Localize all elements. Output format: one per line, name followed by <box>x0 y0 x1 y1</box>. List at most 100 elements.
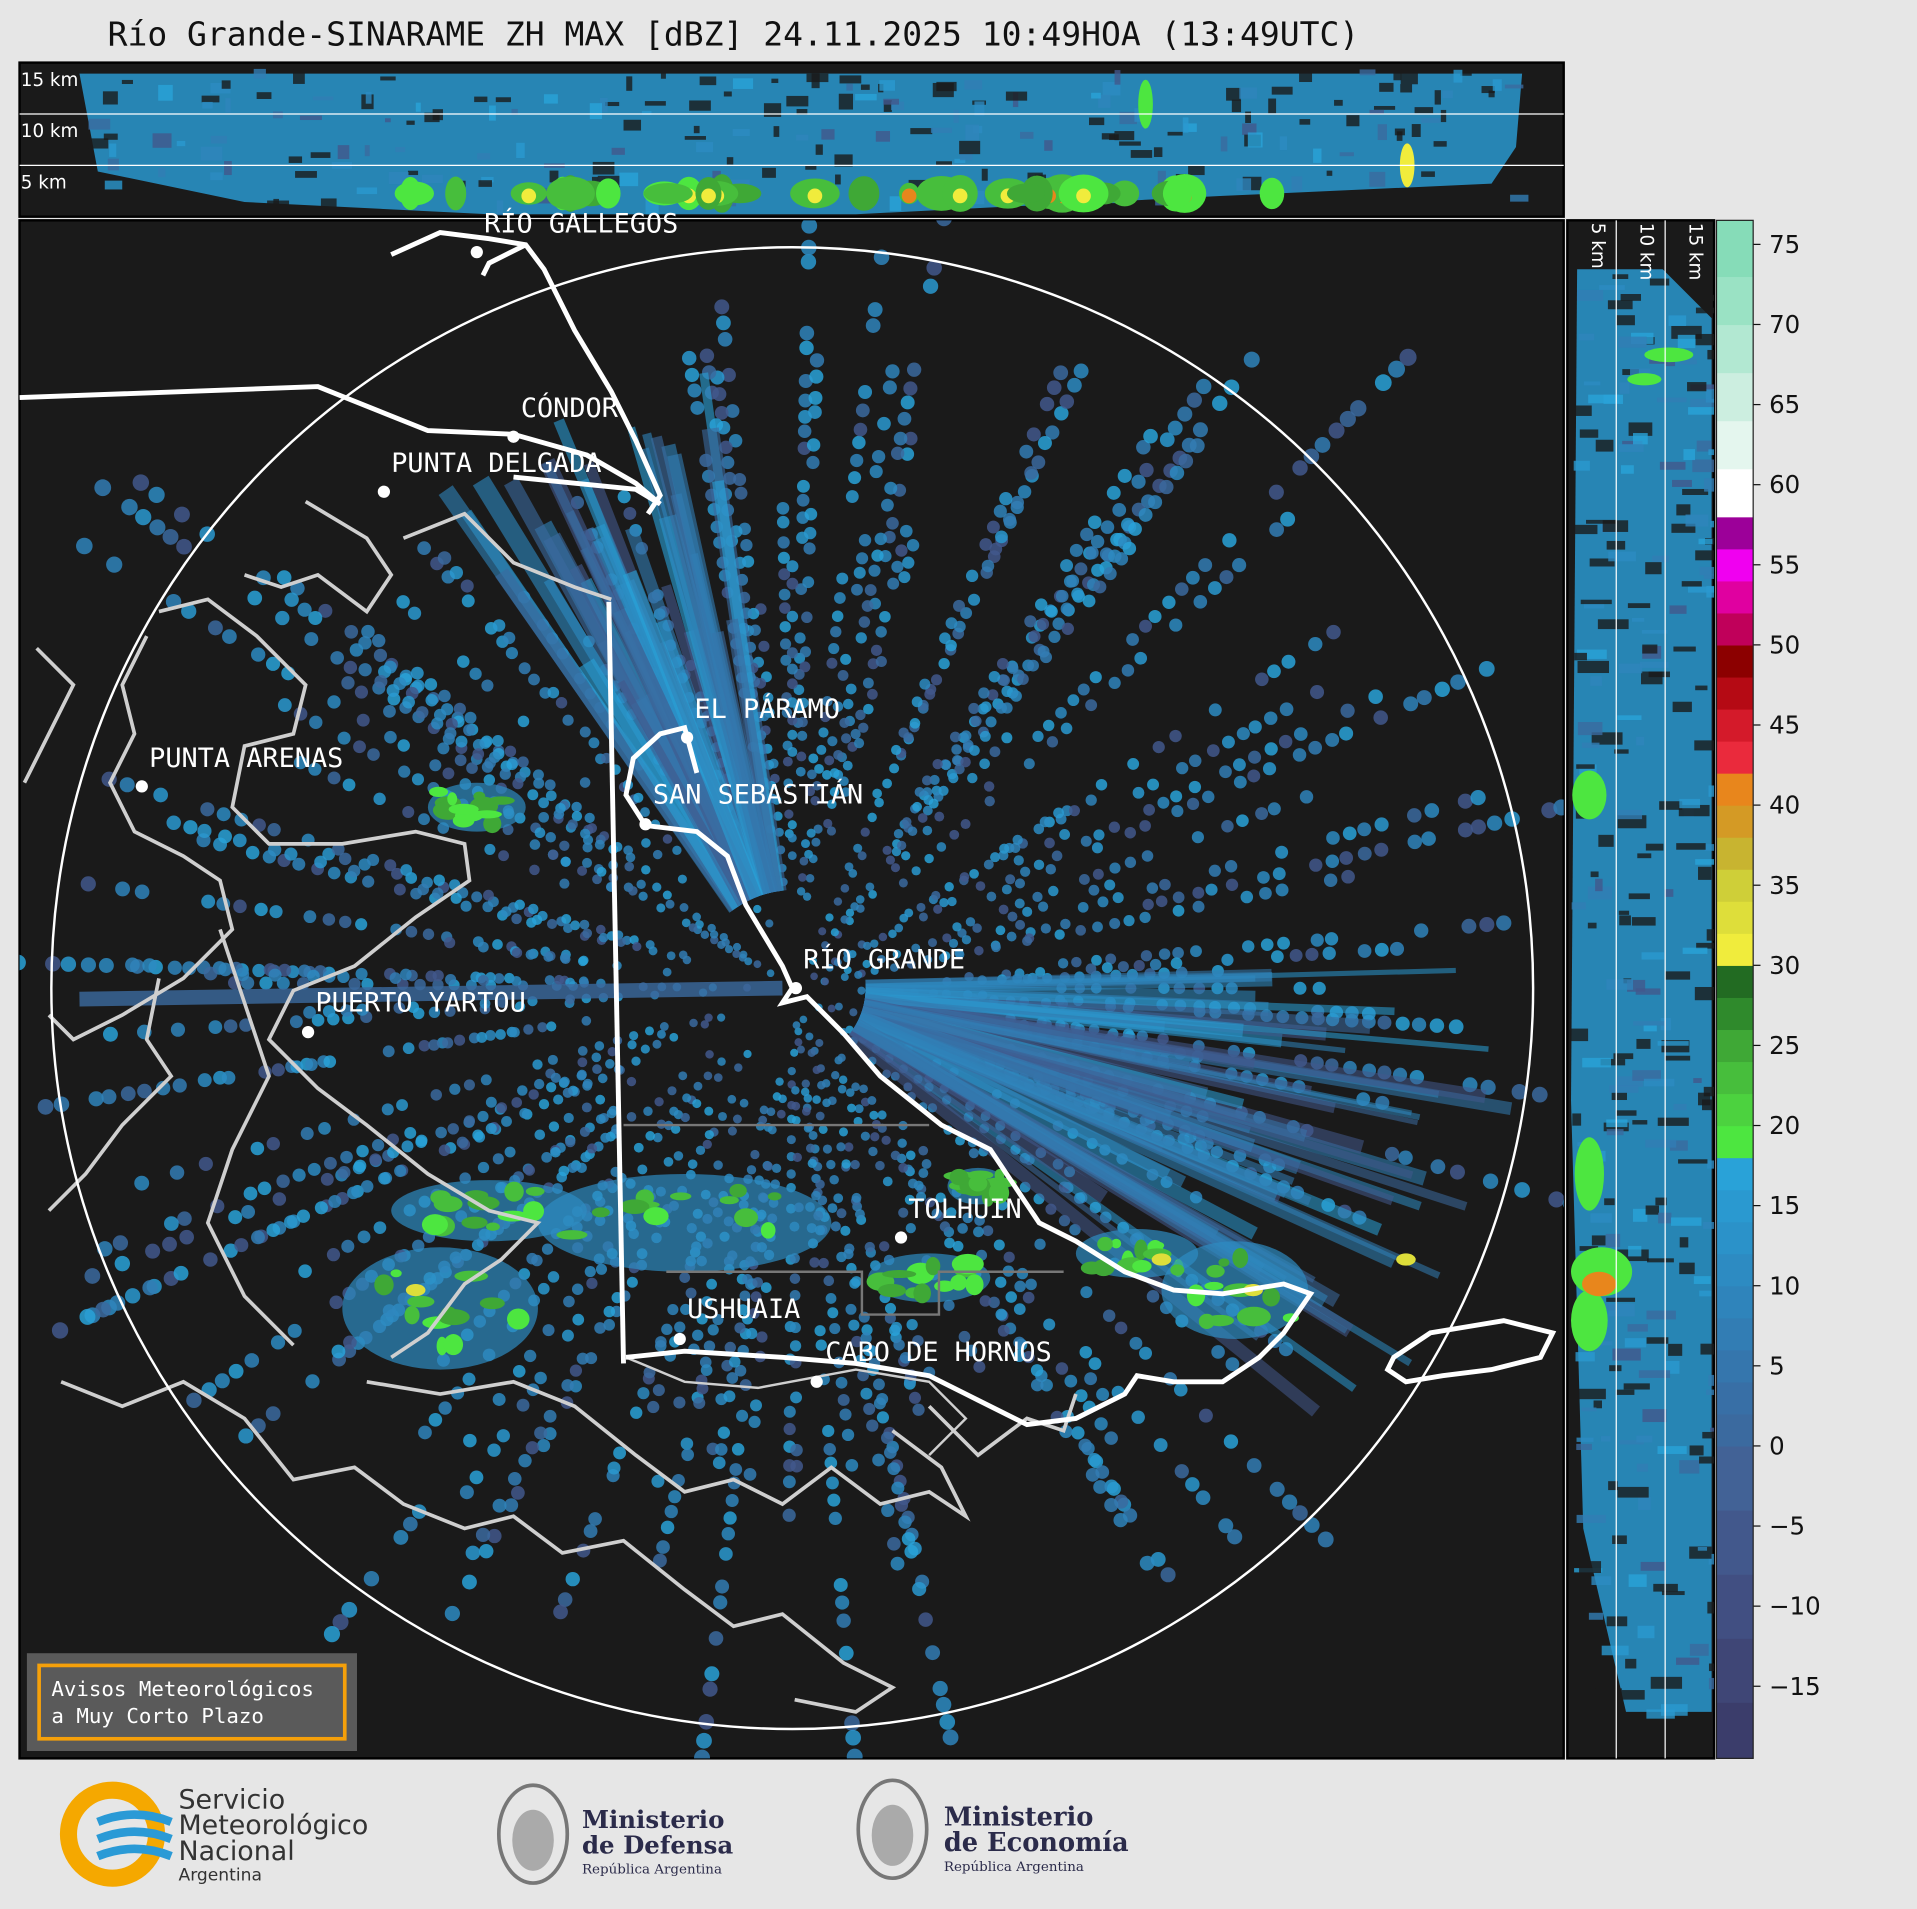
section-cell <box>1657 1117 1689 1126</box>
echo-cell <box>869 1110 879 1120</box>
echo-cell <box>547 686 560 699</box>
echo-cell <box>836 1208 847 1219</box>
echo-cell <box>296 1209 311 1223</box>
echo-cell <box>51 1322 69 1339</box>
echo-cell <box>918 1145 929 1156</box>
echo-cell <box>155 1080 171 1096</box>
echo-cell <box>597 1073 608 1084</box>
echo-cell <box>276 1174 290 1188</box>
echo-cell <box>728 1356 741 1368</box>
echo-cell <box>1092 921 1103 933</box>
section-cell <box>1619 915 1631 926</box>
section-cell <box>1707 1160 1715 1169</box>
echo-core <box>882 1270 917 1279</box>
section-cell <box>1433 141 1447 147</box>
section-cell <box>511 108 518 115</box>
height-label: 5 km <box>1587 223 1608 269</box>
section-cell <box>1707 1601 1715 1614</box>
colorbar-band <box>1716 837 1754 870</box>
echo-cell <box>798 697 809 709</box>
echo-cell <box>1267 664 1281 679</box>
section-cell <box>1661 1591 1685 1596</box>
section-cell <box>1588 394 1620 404</box>
coastlines <box>19 230 1557 1714</box>
section-cell <box>1702 1431 1715 1439</box>
echo-cell <box>932 759 943 770</box>
echo-cell <box>1272 867 1286 881</box>
section-cell <box>1694 740 1715 751</box>
echo-cell <box>816 744 827 755</box>
echo-cell <box>924 1197 935 1208</box>
echo-cell <box>518 662 531 675</box>
echo-cell <box>794 632 806 644</box>
colorbar-band <box>1716 708 1754 742</box>
echo-cell <box>856 552 869 565</box>
echo-cell <box>148 486 165 503</box>
echo-cell <box>115 881 131 897</box>
section-cell <box>763 103 782 117</box>
echo-cell <box>1411 1017 1427 1032</box>
echo-cell <box>779 602 791 614</box>
section-cell <box>1687 586 1715 593</box>
echo-cell <box>546 918 558 929</box>
echo-cell <box>1036 617 1050 631</box>
echo-cell <box>1325 732 1340 747</box>
echo-cell <box>818 927 827 936</box>
section-cell <box>771 78 779 84</box>
echo-cell <box>124 1288 141 1304</box>
echo-cell <box>882 380 897 395</box>
echo-cell <box>875 1160 885 1171</box>
warning-box[interactable] <box>26 1653 357 1752</box>
echo-cell <box>803 526 817 540</box>
echo-cell <box>1045 425 1060 440</box>
echo-cell <box>1012 834 1023 846</box>
echo-cell <box>1222 533 1237 548</box>
echo-cell <box>201 894 216 909</box>
echo-cell <box>461 594 475 608</box>
echo-cell <box>442 1037 454 1049</box>
echo-cell <box>607 1461 621 1475</box>
echo-cell <box>951 744 962 755</box>
echo-core <box>994 1168 1005 1181</box>
echo-cell <box>1208 703 1222 717</box>
echo-cell <box>740 538 753 552</box>
echo-core <box>670 1192 692 1201</box>
section-cell <box>1492 79 1502 91</box>
echo-cell <box>1074 1389 1088 1403</box>
echo-cell <box>917 813 928 823</box>
echo-cell <box>596 924 606 935</box>
section-cell <box>726 157 734 165</box>
echo-cell <box>862 677 874 689</box>
echo-cell <box>1553 799 1564 816</box>
echo-cell <box>292 1168 306 1182</box>
echo-cell <box>644 1026 654 1036</box>
echo-cell <box>1117 961 1129 973</box>
echo-cell <box>684 367 700 383</box>
echo-cell <box>787 1066 796 1076</box>
echo-cell <box>272 1192 287 1206</box>
echo-cell <box>355 967 368 980</box>
echo-cell <box>501 1115 512 1127</box>
echo-cell <box>1084 1372 1098 1386</box>
section-cell <box>1153 147 1163 158</box>
section-cell <box>1583 381 1601 386</box>
echo-streak <box>641 447 771 895</box>
echo-cell <box>678 1071 688 1081</box>
echo-cell <box>492 1153 504 1165</box>
echo-core <box>950 1274 967 1291</box>
coastline-argentina <box>623 724 1315 1428</box>
echo-cell <box>882 778 893 789</box>
echo-cell <box>1051 850 1063 862</box>
echo-cell <box>858 616 871 628</box>
echo-cell <box>898 1515 912 1529</box>
echo-cell <box>805 873 815 883</box>
section-cell <box>1708 449 1715 456</box>
echo-cell <box>1162 595 1176 609</box>
section-cell <box>225 98 231 113</box>
section-cell <box>1247 132 1263 148</box>
section-cell <box>1689 1445 1704 1456</box>
echo-cell <box>949 731 961 743</box>
section-cell <box>875 131 891 142</box>
echo-cell <box>842 698 854 710</box>
